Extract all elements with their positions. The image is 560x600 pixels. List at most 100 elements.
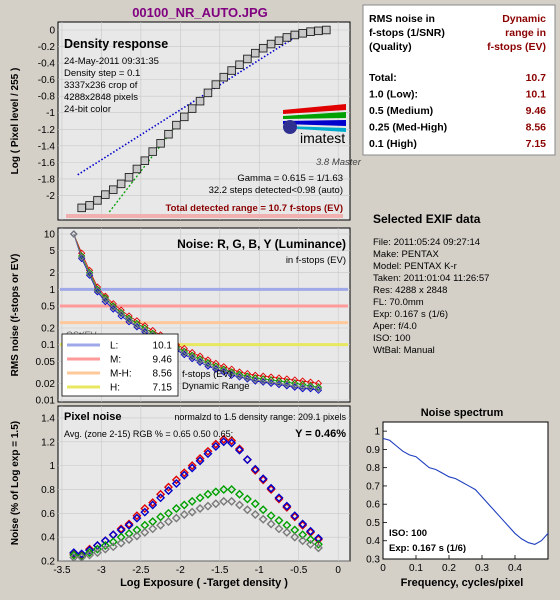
density-point xyxy=(258,43,268,53)
spectrum-x-tick: 0.1 xyxy=(409,563,423,574)
density-tick-label: -1.6 xyxy=(38,158,56,169)
pixel-noise-title: Pixel noise xyxy=(64,411,121,423)
pixel-noise-point xyxy=(282,502,292,512)
density-point xyxy=(187,104,197,113)
table-header-right-3: f-stops (EV) xyxy=(487,41,546,53)
logo-subtitle: 3.8 Master xyxy=(316,157,362,168)
density-point xyxy=(156,139,165,148)
pixel-noise-point xyxy=(148,524,158,534)
logo-stripe-red xyxy=(283,104,346,114)
pixel-noise-plot xyxy=(69,434,323,562)
pixel-noise-point xyxy=(132,525,142,535)
pixel-noise-point xyxy=(100,541,110,550)
noise-point xyxy=(220,366,228,375)
pixel-noise-normalized: normalzd to 1.5 density range: 209.1 pix… xyxy=(174,412,346,422)
pixel-noise-point xyxy=(187,461,197,471)
table-row-label: 0.1 (High) xyxy=(369,138,417,150)
exif-line: Aper: f/4.0 xyxy=(373,321,417,332)
exif-line: WtBal: Manual xyxy=(373,345,435,356)
pixel-noise-point xyxy=(242,494,252,504)
noise-point xyxy=(212,364,220,372)
pixel-noise-point xyxy=(108,542,118,552)
spectrum-y-tick: 1 xyxy=(374,427,380,438)
pixel-noise-y-label: Noise (% of Log exp = 1.5) xyxy=(10,421,21,545)
noise-point xyxy=(70,230,78,238)
noise-point xyxy=(220,363,228,371)
noise-y-ticks: 10 5 2 1 0.5 0.2 0.1 0.05 0.02 0.01 xyxy=(36,230,56,407)
pixel-noise-point xyxy=(313,543,323,553)
spectrum-y-tick: 0.7 xyxy=(366,481,380,492)
total-range-label: Total detected range = 10.7 f-stops (EV) xyxy=(166,203,343,214)
pixel-noise-point xyxy=(132,513,142,523)
table-header-left-3: (Quality) xyxy=(369,41,412,53)
pixel-noise-point xyxy=(179,510,189,519)
pixel-noise-point xyxy=(148,498,158,508)
pixel-noise-point xyxy=(92,548,102,558)
pixel-noise-avg: Avg. (zone 2-15) RGB % = 0.65 0.50 0.65; xyxy=(64,429,233,439)
pixel-noise-point xyxy=(156,512,166,522)
pixel-noise-point xyxy=(235,489,245,499)
table-row-label: 0.25 (Med-High) xyxy=(369,122,447,134)
spectrum-x-tick: 0.3 xyxy=(475,563,489,574)
noise-tick-label: 0.05 xyxy=(36,357,56,368)
noise-point xyxy=(243,369,252,378)
pixel-noise-point xyxy=(85,548,95,558)
pixel-noise-point xyxy=(171,504,181,514)
density-info-line: Density step = 0.1 xyxy=(64,68,140,79)
pixel-noise-point xyxy=(85,544,95,554)
pixel-noise-point xyxy=(250,499,260,509)
density-point xyxy=(290,30,300,40)
pixel-noise-point xyxy=(108,537,118,547)
pixel-noise-point xyxy=(258,505,268,515)
pixel-noise-point xyxy=(77,551,87,561)
noise-point xyxy=(141,326,149,335)
pixel-noise-point xyxy=(290,532,300,542)
pixel-noise-y-tick: 0.6 xyxy=(41,509,55,520)
pixel-noise-x-tick: -3.5 xyxy=(53,565,71,576)
spectrum-x-label: Frequency, cycles/pixel xyxy=(401,577,524,589)
density-y-label: Log ( Pixel level / 255 ) xyxy=(10,68,21,175)
noise-tick-label: 0.01 xyxy=(36,396,56,407)
results-table xyxy=(362,4,556,156)
pixel-noise-x-tick: -0.5 xyxy=(290,565,308,576)
spectrum-line xyxy=(382,437,549,545)
pixel-noise-point xyxy=(235,444,245,454)
density-point xyxy=(298,29,307,38)
exif-title: Selected EXIF data xyxy=(373,212,481,226)
density-point xyxy=(93,196,102,205)
pixel-noise-point xyxy=(100,544,110,554)
pixel-noise-point xyxy=(179,470,189,480)
spectrum-title: Noise spectrum xyxy=(421,407,504,419)
pixel-noise-point xyxy=(219,496,229,506)
pixel-noise-point xyxy=(313,539,323,549)
exif-line: File: 2011:05:24 09:27:14 xyxy=(373,237,480,248)
pixel-noise-point xyxy=(258,475,268,485)
table-header-left-1: RMS noise in xyxy=(369,13,435,25)
pixel-noise-point xyxy=(116,538,126,548)
noise-plot xyxy=(60,230,348,394)
pixel-noise-point xyxy=(163,486,173,496)
pixel-noise-x-tick: -2.5 xyxy=(132,565,150,576)
pixel-noise-point xyxy=(69,548,79,558)
noise-legend-key: M-H: xyxy=(110,369,132,380)
pixel-noise-point xyxy=(306,539,316,549)
pixel-noise-point xyxy=(156,489,166,499)
pixel-noise-point xyxy=(306,535,316,545)
pixel-noise-point xyxy=(211,439,221,449)
pixel-noise-point xyxy=(132,511,142,521)
pixel-noise-point xyxy=(250,465,260,475)
density-tick-label: -1 xyxy=(46,108,55,119)
noise-y-label: RMS noise (f-stops or EV) xyxy=(10,254,21,377)
table-row-value: 8.56 xyxy=(526,122,547,134)
pixel-noise-point xyxy=(242,455,252,465)
noise-point xyxy=(243,375,252,383)
pixel-noise-point xyxy=(163,517,173,527)
density-tick-label: -0.6 xyxy=(38,75,56,86)
noise-point xyxy=(275,377,283,385)
legend-note-dynamic-range: Dynamic Range xyxy=(182,381,250,392)
pixel-noise-point xyxy=(274,493,284,503)
density-info-line: 24-May-2011 09:31:35 xyxy=(64,56,159,67)
pixel-noise-point xyxy=(140,507,150,517)
noise-point xyxy=(243,374,252,382)
pixel-noise-y-tick: 1 xyxy=(49,461,55,472)
